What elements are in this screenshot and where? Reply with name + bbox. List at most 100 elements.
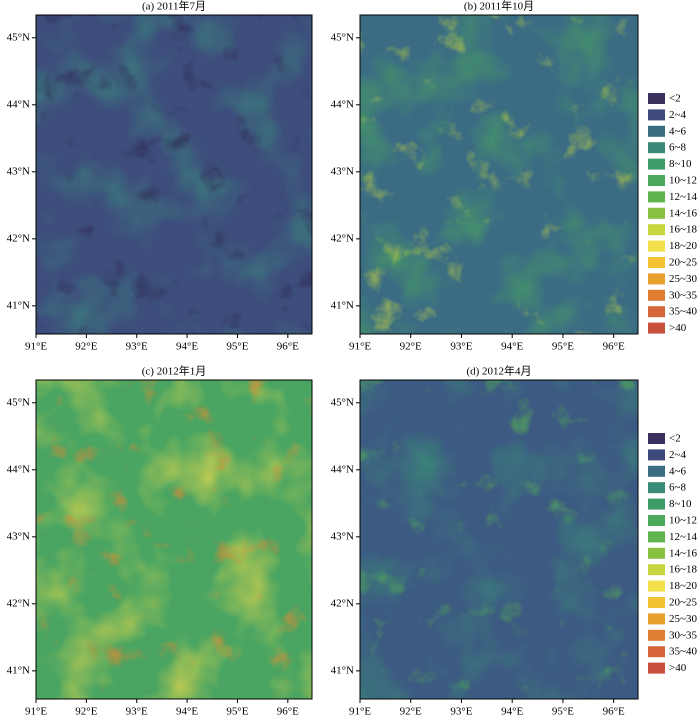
map-frame [35,379,313,700]
legend-swatch [648,125,665,137]
legend-swatch [648,142,665,154]
legend-swatch [648,531,665,543]
legend-label: <2 [669,433,681,445]
x-tick-label: 91°E [25,706,47,718]
x-tick-label: 96°E [277,341,299,353]
legend-label: <2 [669,93,681,105]
x-tick-label: 92°E [75,706,97,718]
legend-label: >40 [669,662,687,674]
panel-title: (b) 2011年10月 [464,0,534,13]
legend-swatch [648,613,665,625]
x-tick-label: 93°E [450,706,472,718]
x-tick-label: 93°E [126,706,148,718]
legend-swatch [648,580,665,592]
y-tick-label: 45°N [7,31,30,43]
y-tick-label: 41°N [331,664,354,676]
legend-label: 12~14 [669,531,697,543]
x-tick-label: 96°E [277,706,299,718]
legend-label: 4~6 [669,125,686,137]
legend-swatch [648,158,665,170]
x-tick-label: 94°E [501,341,523,353]
y-tick-label: 42°N [331,597,354,609]
x-tick-label: 95°E [226,341,248,353]
x-tick-label: 95°E [552,341,574,353]
legend-label: 16~18 [669,564,697,576]
legend-swatch [648,207,665,219]
legend-swatch [648,240,665,252]
x-tick-label: 92°E [400,341,422,353]
map-panel: (a) 2011年7月 91°E 92°E 93°E 94°E 95°E 96°E 41°N 4… [7,0,313,353]
legend-swatch [648,433,665,444]
legend-swatch [648,191,665,203]
panel-title: (c) 2012年1月 [142,364,206,378]
legend-swatch [648,306,665,318]
map-texture [360,380,638,699]
legend-label: 20~25 [669,257,697,269]
map-panel: (b) 2011年10月 91°E 92°E 93°E 94°E 95°E 96°E 41°N… [331,0,639,353]
x-tick-label: 96°E [603,706,625,718]
y-tick-label: 44°N [331,98,354,110]
legend-swatch [648,498,665,510]
x-tick-label: 93°E [126,341,148,353]
x-tick-label: 94°E [501,706,523,718]
legend-label: 35~40 [669,306,697,318]
legend-label: 4~6 [669,465,686,477]
y-tick-label: 43°N [331,165,354,177]
panel-title: (d) 2012年4月 [466,364,531,378]
legend-swatch [648,662,665,674]
legend-label: 20~25 [669,597,697,609]
x-tick-label: 95°E [226,706,248,718]
y-tick-label: 45°N [331,396,354,408]
legend-swatch [648,224,665,236]
x-tick-label: 96°E [603,341,625,353]
legend-swatch [648,597,665,608]
x-tick-label: 94°E [176,706,198,718]
legend-label: 2~4 [669,109,686,121]
y-tick-label: 41°N [7,664,30,676]
x-tick-label: 91°E [349,706,371,718]
y-tick-label: 42°N [7,597,30,609]
legend-swatch [648,273,665,285]
legend-swatch [648,465,665,477]
legend-label: 6~8 [669,142,686,154]
x-tick-label: 91°E [349,341,371,353]
y-tick-label: 42°N [331,232,354,244]
legend-swatch [648,257,665,268]
legend-label: 10~12 [669,175,697,187]
legend-label: 16~18 [669,224,697,236]
y-tick-label: 41°N [7,299,30,311]
x-tick-label: 92°E [400,706,422,718]
legend-swatch [648,322,665,334]
x-tick-label: 91°E [25,341,47,353]
legend-swatch [648,646,665,658]
legend-swatch [648,109,665,121]
legend-swatch [648,289,665,301]
y-tick-label: 43°N [7,530,30,542]
legend-label: 6~8 [669,482,686,494]
y-tick-label: 43°N [7,165,30,177]
legend-label: 2~4 [669,449,686,461]
x-tick-label: 92°E [75,341,97,353]
map-texture [36,15,312,334]
legend-swatch [648,449,665,461]
map-panel: (d) 2012年4月 91°E 92°E 93°E 94°E 95°E 96°E 41°N 4… [331,364,639,718]
legend-swatch [648,482,665,494]
y-tick-label: 42°N [7,232,30,244]
legend-label: 10~12 [669,515,697,527]
x-tick-label: 93°E [450,341,472,353]
legend-label: >40 [669,322,687,334]
legend: <2 2~4 4~6 6~8 8~10 10~12 12~14 14~16 16~18 18~20… [648,433,697,674]
legend-label: 8~10 [669,158,692,170]
x-tick-label: 94°E [176,341,198,353]
legend: <2 2~4 4~6 6~8 8~10 10~12 12~14 14~16 16~18 18~20… [648,93,697,334]
legend-swatch [648,629,665,641]
legend-label: 18~20 [669,580,697,592]
legend-swatch [648,93,665,104]
legend-swatch [648,515,665,526]
legend-label: 8~10 [669,498,692,510]
legend-label: 30~35 [669,289,697,301]
map-texture [360,15,638,334]
y-tick-label: 41°N [331,299,354,311]
map-frame [359,14,639,335]
